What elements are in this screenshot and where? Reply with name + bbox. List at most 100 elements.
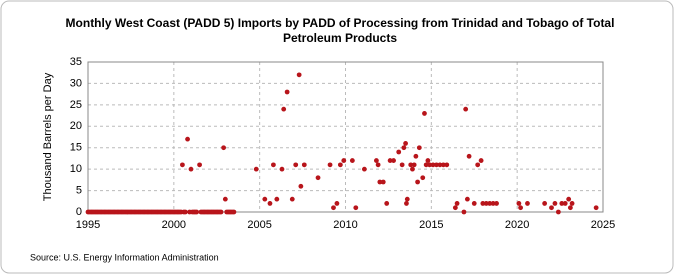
point — [375, 162, 381, 168]
point — [337, 162, 343, 168]
y-tick-label: 35 — [70, 56, 82, 68]
point — [281, 106, 287, 112]
point — [396, 149, 402, 155]
point — [384, 201, 390, 206]
y-tick-label: 15 — [70, 142, 82, 154]
point — [422, 111, 427, 116]
point — [487, 201, 493, 206]
point — [404, 196, 410, 202]
point — [315, 175, 321, 181]
point — [279, 166, 285, 172]
point — [466, 153, 472, 159]
point — [296, 72, 302, 78]
point — [274, 196, 280, 202]
point — [298, 183, 304, 189]
point — [464, 196, 470, 202]
point — [267, 201, 273, 206]
point — [566, 196, 572, 202]
point — [301, 162, 307, 168]
point — [463, 106, 469, 112]
point — [334, 201, 340, 206]
point — [380, 179, 386, 185]
y-tick-label: 10 — [70, 163, 82, 175]
point — [374, 158, 379, 163]
point — [483, 201, 489, 206]
point — [284, 89, 290, 95]
point — [410, 166, 415, 172]
point — [222, 196, 228, 202]
point — [271, 162, 276, 168]
point — [262, 196, 268, 202]
point — [471, 201, 477, 206]
x-tick-label: 2015 — [419, 219, 443, 231]
point — [440, 162, 446, 168]
point — [404, 201, 409, 206]
point — [518, 205, 523, 211]
point — [194, 209, 200, 215]
point — [377, 179, 383, 185]
point — [391, 158, 396, 163]
source-note: Source: U.S. Energy Information Administ… — [30, 252, 219, 262]
point — [569, 201, 575, 206]
point — [423, 162, 429, 168]
point — [411, 162, 417, 168]
point — [567, 205, 573, 211]
point — [349, 158, 355, 163]
y-tick-label: 5 — [76, 184, 82, 196]
point — [182, 209, 188, 215]
point — [221, 145, 227, 151]
point — [289, 196, 295, 202]
point — [218, 209, 224, 215]
point — [475, 162, 481, 168]
point — [180, 162, 185, 168]
point — [593, 205, 599, 211]
point — [478, 158, 484, 163]
point — [461, 209, 467, 215]
x-tick-label: 2020 — [505, 219, 529, 231]
point — [401, 145, 407, 151]
point — [403, 141, 408, 146]
point — [361, 166, 367, 172]
point — [559, 201, 565, 206]
point — [188, 166, 194, 172]
point — [416, 145, 422, 151]
point — [490, 201, 496, 206]
point — [353, 205, 359, 211]
point — [480, 201, 486, 206]
point — [542, 201, 548, 206]
y-tick-label: 20 — [70, 120, 82, 132]
point — [494, 201, 499, 206]
point — [331, 205, 336, 211]
y-axis-label: Thousand Barrels per Day — [42, 72, 54, 201]
point — [555, 209, 561, 215]
x-tick-label: 2005 — [247, 219, 271, 231]
point — [549, 205, 554, 211]
x-tick-label: 2010 — [333, 219, 357, 231]
point — [415, 179, 420, 185]
point — [437, 162, 443, 168]
point — [253, 166, 259, 172]
point — [444, 162, 450, 168]
x-tick-label: 2000 — [162, 219, 186, 231]
point — [293, 162, 299, 168]
x-tick-label: 1995 — [76, 219, 100, 231]
point — [516, 201, 522, 206]
point — [231, 209, 237, 215]
point — [197, 162, 202, 168]
chart-title: Monthly West Coast (PADD 5) Imports by P… — [65, 16, 615, 45]
point — [408, 162, 414, 168]
point — [430, 162, 436, 168]
point — [434, 162, 439, 168]
y-tick-label: 0 — [76, 206, 82, 218]
x-tick-label: 2025 — [591, 219, 615, 231]
plot-border — [87, 61, 604, 213]
point — [420, 175, 426, 181]
y-tick-label: 25 — [70, 99, 82, 111]
y-tick-label: 30 — [70, 77, 82, 89]
point — [387, 158, 393, 163]
point — [552, 201, 558, 206]
point — [425, 158, 431, 163]
